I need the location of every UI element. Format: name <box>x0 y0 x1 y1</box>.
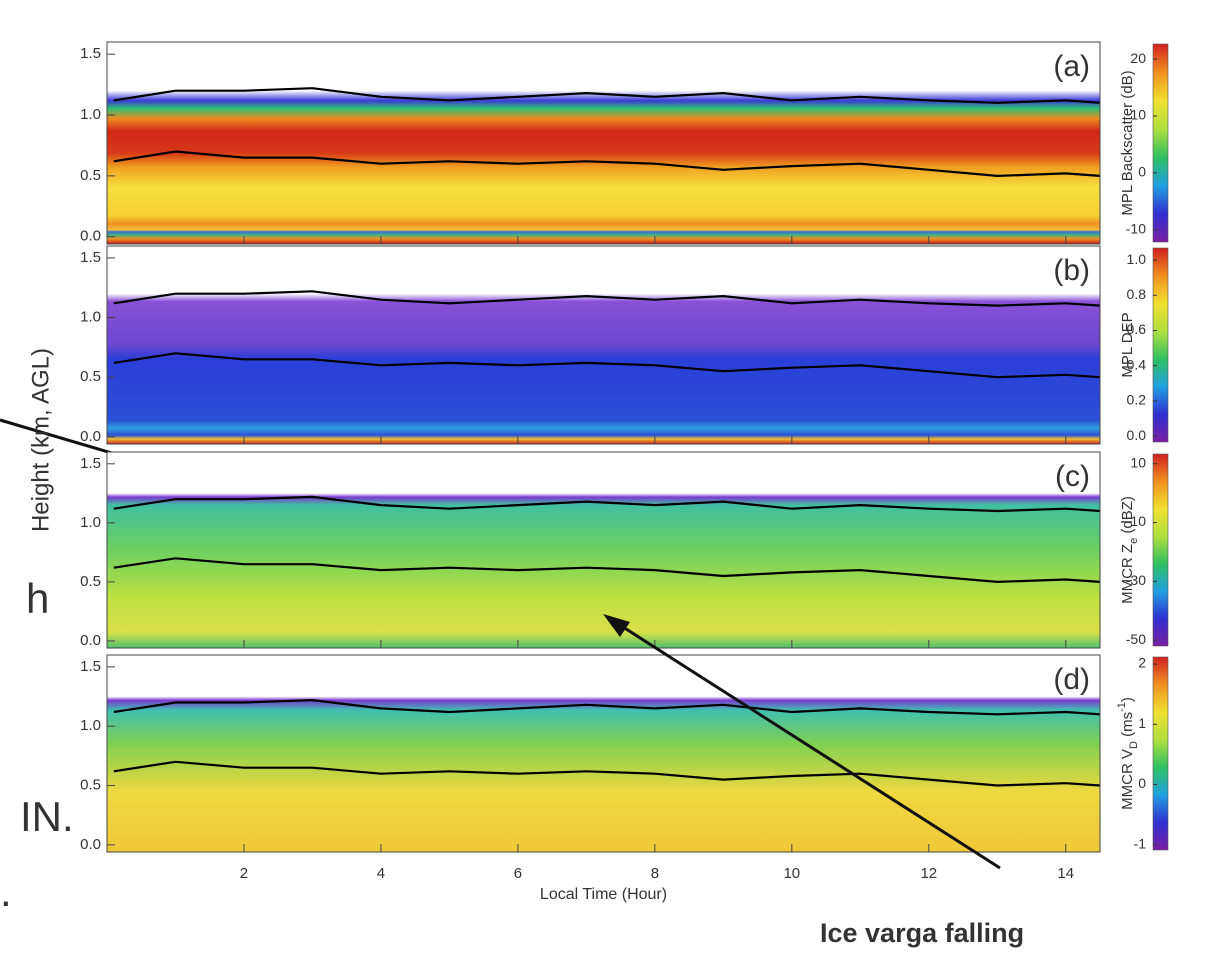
cloud-boundary-line <box>113 150 1101 178</box>
panel-image <box>107 655 1100 852</box>
colorbar-tick-label: 0.8 <box>1127 286 1147 302</box>
annotation-text: Ice varga falling <box>820 918 1024 948</box>
colorbar-tick-label: 1.0 <box>1127 251 1147 267</box>
colorbar-label-part: MPL DEP <box>1119 312 1136 377</box>
colorbar-label: MMCR Ze (dBZ) <box>1119 496 1140 604</box>
colorbar-tick-label: 10 <box>1130 454 1146 470</box>
colorbar <box>1152 43 1169 243</box>
colorbar <box>1152 247 1169 443</box>
cloud-boundary-line <box>113 290 1101 307</box>
y-tick-label: 1.0 <box>80 514 101 531</box>
y-tick-label: 0.0 <box>80 228 101 245</box>
colorbar-label-part: (dBZ) <box>1119 496 1136 538</box>
y-tick-label: 0.0 <box>80 428 101 445</box>
panel-label: (c) <box>1055 460 1090 493</box>
y-axis-label: Height (km, AGL) <box>27 348 54 532</box>
colorbar-tick-label: -1 <box>1134 835 1147 851</box>
x-tick-label: 4 <box>377 865 385 882</box>
cloud-boundary-line <box>113 760 1101 787</box>
panel-label: (b) <box>1053 254 1090 287</box>
colorbar-tick-label: 0.4 <box>1127 356 1147 372</box>
colorbar-tick-label: 0.0 <box>1127 427 1147 443</box>
y-tick-label: 1.5 <box>80 249 101 266</box>
panel-label: (d) <box>1053 663 1090 696</box>
colorbar-tick-label: 1 <box>1138 715 1146 731</box>
colorbar-label-part: -1 <box>1116 702 1128 712</box>
y-tick-label: 1.0 <box>80 309 101 326</box>
y-tick-label: 1.5 <box>80 455 101 472</box>
annotation-arrow <box>611 618 1001 870</box>
cloud-boundary-line <box>113 557 1101 584</box>
panel-image <box>107 246 1100 444</box>
colorbar-tick-label: 10 <box>1130 107 1146 123</box>
annotation-text: h <box>26 575 49 622</box>
colorbar-label: MMCR VD (ms-1) <box>1116 697 1140 810</box>
y-tick-label: 0.5 <box>80 777 101 794</box>
colorbar-label-part: e <box>1128 538 1140 544</box>
panel-frame <box>106 41 1101 245</box>
colorbar-tick-label: 20 <box>1130 50 1146 66</box>
panel-label: (a) <box>1053 50 1090 83</box>
y-tick-label: 1.5 <box>80 658 101 675</box>
x-axis-label: Local Time (Hour) <box>540 886 667 903</box>
colorbar-tick-label: -30 <box>1126 572 1146 588</box>
y-tick-label: 0.0 <box>80 632 101 649</box>
y-tick-label: 0.5 <box>80 573 101 590</box>
colorbar-label: MPL Backscatter (dB) <box>1119 70 1136 215</box>
colorbar <box>1152 656 1169 851</box>
colorbar-tick-label: 2 <box>1138 655 1146 671</box>
panel-image <box>107 42 1100 244</box>
y-tick-label: 0.5 <box>80 167 101 184</box>
y-tick-label: 1.5 <box>80 45 101 62</box>
colorbar <box>1152 453 1169 647</box>
panel-frame <box>106 451 1101 649</box>
panel-frame <box>106 245 1101 445</box>
colorbar-label-part: D <box>1128 741 1140 749</box>
x-tick-label: 14 <box>1057 865 1074 882</box>
colorbar-tick-label: 0 <box>1138 775 1146 791</box>
colorbar-tick-label: -10 <box>1126 220 1146 236</box>
colorbar-tick-label: 0.2 <box>1127 392 1147 408</box>
colorbar-label-part: MPL Backscatter (dB) <box>1119 70 1136 215</box>
y-tick-label: 0.0 <box>80 836 101 853</box>
cloud-boundary-line <box>113 495 1101 513</box>
x-tick-label: 12 <box>920 865 937 882</box>
colorbar-label-part: (ms <box>1119 712 1136 741</box>
y-tick-label: 0.5 <box>80 368 101 385</box>
colorbar-label-part: MMCR V <box>1119 749 1136 810</box>
annotation-arrowhead <box>603 614 630 637</box>
colorbar-tick-label: -50 <box>1126 631 1146 647</box>
annotation-text: . <box>0 868 12 915</box>
colorbar-tick-label: -10 <box>1126 513 1146 529</box>
cloud-boundary-line <box>113 352 1101 379</box>
x-tick-label: 6 <box>514 865 522 882</box>
annotation-text: IN. <box>20 793 74 840</box>
panel-image <box>107 452 1100 648</box>
x-tick-label: 10 <box>783 865 800 882</box>
panel-frame <box>106 654 1101 853</box>
y-tick-label: 1.0 <box>80 106 101 123</box>
cloud-boundary-line <box>113 698 1101 716</box>
x-tick-label: 8 <box>651 865 659 882</box>
colorbar-tick-label: 0 <box>1138 164 1146 180</box>
colorbar-label-part: ) <box>1119 697 1136 702</box>
colorbar-label-part: MMCR Z <box>1119 544 1136 604</box>
y-tick-label: 1.0 <box>80 717 101 734</box>
cloud-boundary-line <box>113 87 1101 104</box>
colorbar-tick-label: 0.6 <box>1127 321 1147 337</box>
x-tick-label: 2 <box>240 865 248 882</box>
colorbar-label: MPL DEP <box>1119 312 1136 377</box>
